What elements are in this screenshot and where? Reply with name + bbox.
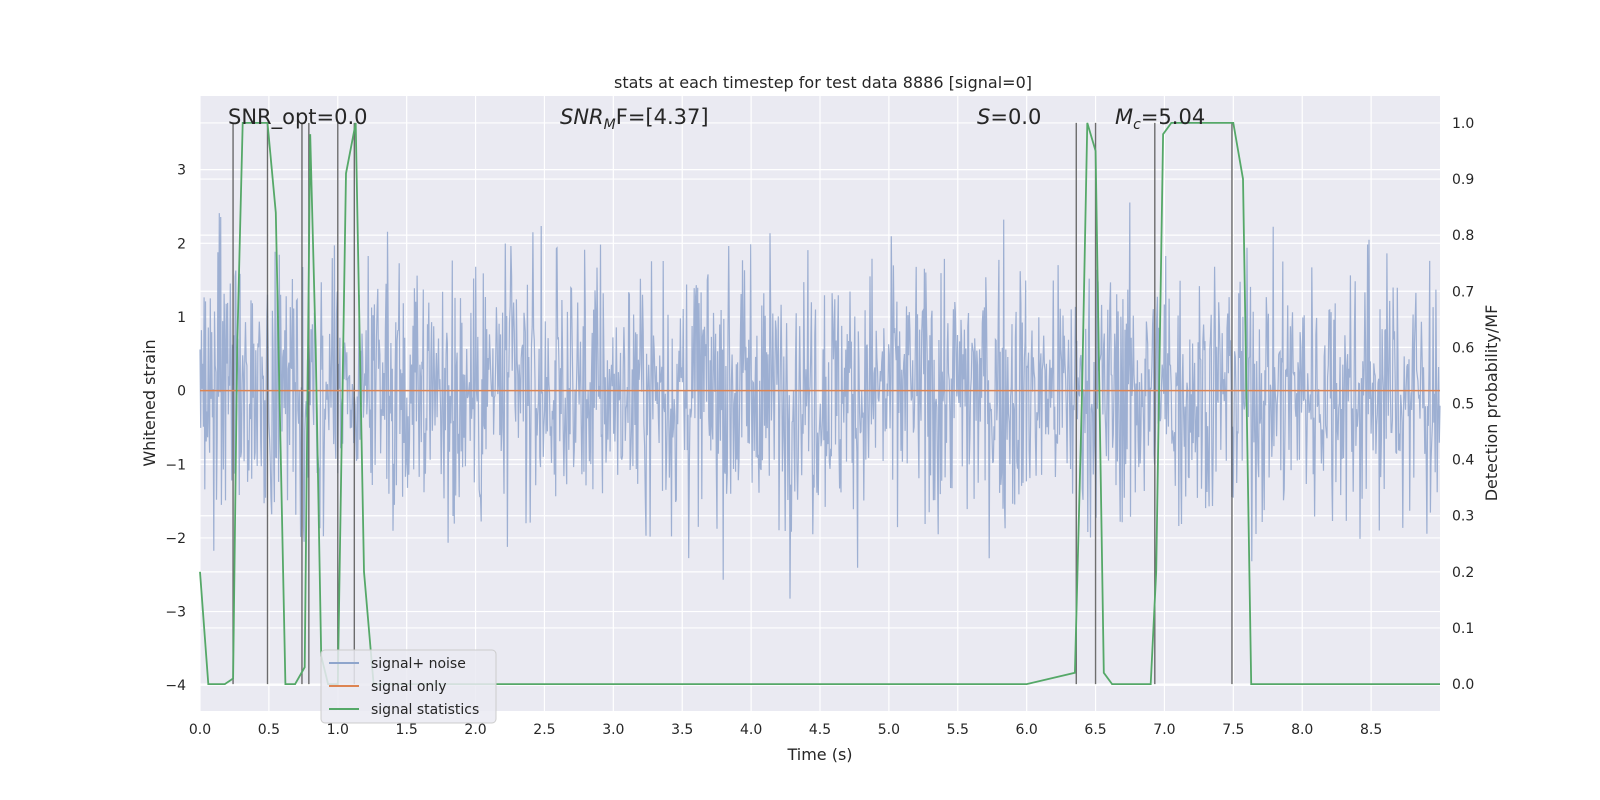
noise-line — [199, 202, 1441, 599]
annotation-mc-base: M — [1115, 105, 1133, 129]
legend-label-statistics: signal statistics — [371, 702, 479, 718]
legend: signal+ noise signal only signal statist… — [320, 649, 497, 724]
x-tick-label: 6.0 — [1016, 722, 1038, 738]
y-tick-label-right: 0.8 — [1452, 228, 1474, 244]
y-tick-label-right: 0.9 — [1452, 172, 1474, 188]
y-tick-label-left: −1 — [165, 457, 186, 473]
x-axis-label: Time (s) — [786, 745, 852, 764]
y-tick-label-right: 0.7 — [1452, 284, 1474, 300]
annotation-s-var: S — [977, 105, 990, 129]
y-tick-label-left: 0 — [177, 384, 186, 400]
y-tick-label-right: 0.6 — [1452, 340, 1474, 356]
y-tick-label-right: 0.3 — [1452, 509, 1474, 525]
annotation-s-rest: =0.0 — [990, 105, 1041, 129]
y-tick-label-right: 1.0 — [1452, 116, 1474, 132]
annotation-snr-mf-base: SNR — [560, 105, 604, 129]
y-tick-label-left: −4 — [165, 678, 186, 694]
x-tick-label: 3.5 — [671, 722, 693, 738]
legend-box — [320, 649, 497, 724]
x-tick-label: 7.5 — [1222, 722, 1244, 738]
annotation-snr-opt: SNR_opt=0.0 — [228, 105, 368, 130]
chart-title: stats at each timestep for test data 888… — [614, 73, 1032, 92]
annotations: SNR_opt=0.0 SNRMF=[4.37] S=0.0 Mc=5.04 — [228, 105, 1205, 133]
y-tick-label-right: 0.0 — [1452, 677, 1474, 693]
series-signal-noise — [199, 202, 1441, 599]
annotation-s: S=0.0 — [977, 105, 1041, 129]
annotation-snr-mf: SNRMF=[4.37] — [560, 105, 709, 133]
legend-label-signal-only: signal only — [371, 679, 446, 695]
x-tick-label: 4.5 — [809, 722, 831, 738]
x-tick-label: 5.5 — [947, 722, 969, 738]
plot-area — [199, 96, 1441, 711]
vertical-markers — [232, 122, 1233, 685]
x-tick-label: 1.5 — [396, 722, 418, 738]
y-axis-label-right: Detection probability/MF — [1482, 305, 1501, 502]
annotation-mc-rest: =5.04 — [1141, 105, 1205, 129]
x-tick-label: 6.5 — [1084, 722, 1106, 738]
y-tick-label-right: 0.2 — [1452, 565, 1474, 581]
y-tick-labels-left: 3 2 1 0 −1 −2 −3 −4 — [165, 163, 186, 695]
y-tick-label-right: 0.5 — [1452, 397, 1474, 413]
y-tick-label-right: 0.4 — [1452, 453, 1474, 469]
y-tick-labels-right: 1.0 0.9 0.8 0.7 0.6 0.5 0.4 0.3 0.2 0.1 0.0 — [1452, 116, 1474, 693]
x-tick-label: 2.0 — [464, 722, 486, 738]
y-axis-label-left: Whitened strain — [140, 339, 159, 466]
x-tick-label: 2.5 — [533, 722, 555, 738]
x-tick-labels: 0.0 0.5 1.0 1.5 2.0 2.5 3.0 3.5 4.0 4.5 5.0 5.5 6.0 6… — [189, 722, 1382, 738]
x-tick-label: 0.0 — [189, 722, 211, 738]
annotation-snr-mf-rest: F=[4.37] — [616, 105, 709, 129]
x-tick-label: 1.0 — [327, 722, 349, 738]
x-tick-label: 4.0 — [740, 722, 762, 738]
x-tick-label: 8.5 — [1360, 722, 1382, 738]
x-tick-label: 7.0 — [1153, 722, 1175, 738]
y-tick-label-left: 1 — [177, 310, 186, 326]
x-tick-label: 5.0 — [878, 722, 900, 738]
y-tick-label-right: 0.1 — [1452, 621, 1474, 637]
y-tick-label-left: −2 — [165, 531, 186, 547]
annotation-mc: Mc=5.04 — [1115, 105, 1205, 133]
x-tick-label: 3.0 — [602, 722, 624, 738]
y-tick-label-left: 3 — [177, 163, 186, 179]
x-tick-label: 0.5 — [258, 722, 280, 738]
annotation-mc-sub: c — [1133, 117, 1141, 133]
legend-label-noise: signal+ noise — [371, 656, 466, 672]
annotation-snr-mf-sub: M — [604, 117, 616, 133]
y-tick-label-left: −3 — [165, 605, 186, 621]
y-tick-label-left: 2 — [177, 236, 186, 252]
x-tick-label: 8.0 — [1291, 722, 1313, 738]
